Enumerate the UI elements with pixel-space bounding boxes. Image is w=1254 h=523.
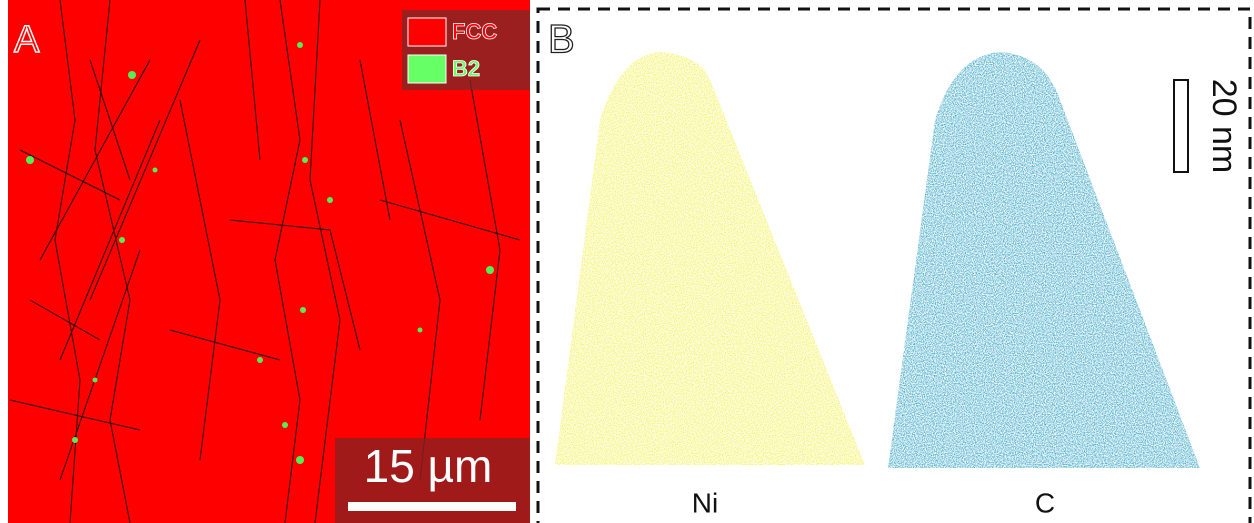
c-reconstruction bbox=[888, 52, 1200, 468]
scale-bar-label: 15 µm bbox=[364, 440, 493, 492]
figure: FCC B2 A 15 µm B Ni C 20 nm bbox=[0, 0, 1254, 523]
scale-bar-label: 20 nm bbox=[1205, 79, 1243, 174]
panel-a: FCC B2 A 15 µm bbox=[8, 0, 530, 523]
element-label: Ni bbox=[692, 487, 718, 518]
page: FCC B2 A 15 µm B Ni C 20 nm (() => { con… bbox=[0, 0, 1254, 523]
panel-b: B Ni C 20 nm bbox=[538, 9, 1250, 523]
panel-label: A bbox=[14, 19, 40, 61]
scale-bar bbox=[1174, 80, 1188, 172]
legend-swatch bbox=[408, 55, 446, 83]
legend-label: B2 bbox=[452, 56, 480, 81]
legend-swatch bbox=[408, 18, 446, 46]
legend-label: FCC bbox=[452, 19, 497, 44]
element-label: C bbox=[1035, 487, 1055, 518]
panel-label: B bbox=[548, 18, 575, 62]
ni-reconstruction bbox=[555, 52, 865, 465]
scale-bar bbox=[348, 502, 516, 511]
